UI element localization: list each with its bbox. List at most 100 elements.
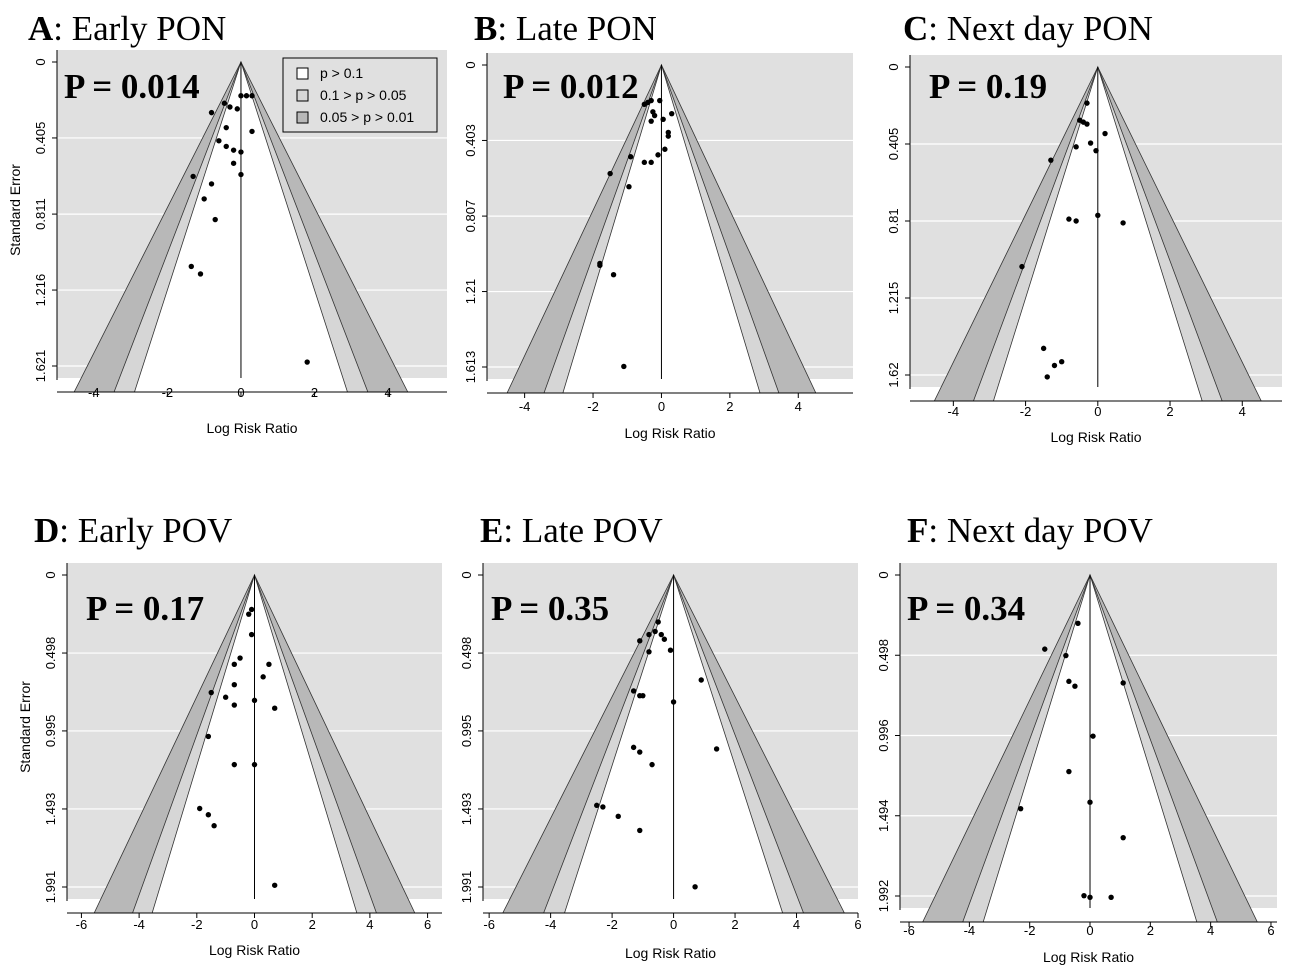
panel-letter: F [907,511,928,550]
x-tick-label: 2 [309,917,316,932]
panel-letter: D [34,511,59,550]
plot-mask [27,392,477,422]
study-point [652,628,658,635]
study-point [1066,216,1072,222]
x-tick-label: 4 [793,917,800,932]
x-tick-label: -6 [903,923,915,938]
p-value-annotation: P = 0.35 [491,589,609,628]
study-point [667,647,674,653]
legend-swatch [296,111,309,124]
x-tick-label: -4 [964,923,976,938]
study-point [657,97,663,104]
plot-mask [880,401,1290,431]
y-tick-label: 0 [33,58,48,65]
y-tick-label: 0 [43,571,58,578]
study-point [251,761,258,768]
study-point [1072,683,1078,689]
study-point [304,359,310,365]
study-point [660,116,666,122]
study-point [1044,374,1050,380]
x-tick-label: 2 [1147,923,1154,938]
x-tick-label: 0 [1086,923,1093,938]
study-point [1084,100,1090,106]
y-tick-label: 0 [886,63,901,70]
study-point [1087,140,1094,146]
study-point [627,154,634,160]
study-point [1090,733,1096,739]
study-point [249,93,255,99]
panel-b: 0 0.403 0.807 1.21 1.613 -4 -2 0 2 4 Log Risk Rati… [457,9,883,441]
study-point [248,631,255,638]
x-tick-label: -2 [191,917,203,932]
legend-box [282,57,438,133]
study-point [1120,680,1126,686]
study-point [190,173,196,180]
study-point [646,649,652,655]
study-point [238,171,244,178]
study-point [621,363,627,370]
panel-letter: B [474,9,497,48]
study-point [231,702,238,708]
study-point [208,689,214,696]
study-point [698,677,704,683]
x-tick-label: 0 [1094,404,1101,419]
study-point [238,93,244,99]
study-point [205,812,212,818]
study-point [655,619,661,625]
study-point [1073,218,1079,224]
study-point [248,606,255,613]
study-point [1093,147,1099,154]
study-point [637,749,643,755]
x-tick-label: -2 [1024,923,1036,938]
x-tick-label: -2 [587,399,599,414]
x-tick-label: 0 [251,917,258,932]
panel-letter: E [480,511,503,550]
study-point [1095,212,1101,218]
x-tick-label: -4 [133,917,145,932]
study-point [223,143,229,150]
x-tick-label: -4 [88,385,100,400]
study-point [670,699,677,705]
x-tick-label: -4 [545,917,557,932]
y-tick-label: 0 [876,571,891,578]
study-point [1087,799,1093,805]
y-tick-label: 1.21 [463,279,478,304]
plot-mask [870,922,1290,952]
study-point [208,109,215,116]
panel-title-text: : Early PON [53,9,226,48]
study-point [201,196,207,202]
y-tick-label: 0.995 [43,715,58,748]
panel-c: 0 0.405 0.81 1.215 1.62 -4 -2 0 2 4 Log Risk Ratio… [880,9,1290,445]
y-tick-label: 0.498 [876,639,891,672]
study-point [630,744,637,751]
x-tick-label: 4 [366,917,373,932]
study-point [692,884,698,890]
y-tick-label: 1.991 [459,871,474,904]
study-point [1102,130,1108,137]
study-point [637,638,643,644]
y-tick-label: 0 [463,61,478,68]
x-tick-label: 4 [795,399,802,414]
panel-title-text: : Late POV [503,511,662,550]
x-tick-label: -2 [606,917,618,932]
x-axis-label: Log Risk Ratio [1050,429,1141,445]
panel-letter: A [28,9,54,48]
plot-mask [457,393,883,423]
study-point [630,688,637,694]
study-point [230,147,237,153]
study-point [1087,894,1093,900]
study-point [626,183,632,190]
y-tick-label: 0 [459,571,474,578]
y-tick-label: 1.621 [33,350,48,383]
study-point [1073,144,1079,150]
y-tick-label: 1.494 [876,799,891,832]
study-point [641,101,648,108]
study-point [648,118,654,124]
study-point [260,674,266,680]
y-tick-label: 0.81 [886,208,901,233]
panel-title-text: : Early POV [59,511,232,550]
study-point [615,813,621,820]
panel-e: 0 0.498 0.995 1.493 1.991 -6 -4 -2 0 2 4 6 Log Risk … [453,511,888,961]
x-tick-label: 4 [1207,923,1214,938]
study-point [1063,652,1069,659]
